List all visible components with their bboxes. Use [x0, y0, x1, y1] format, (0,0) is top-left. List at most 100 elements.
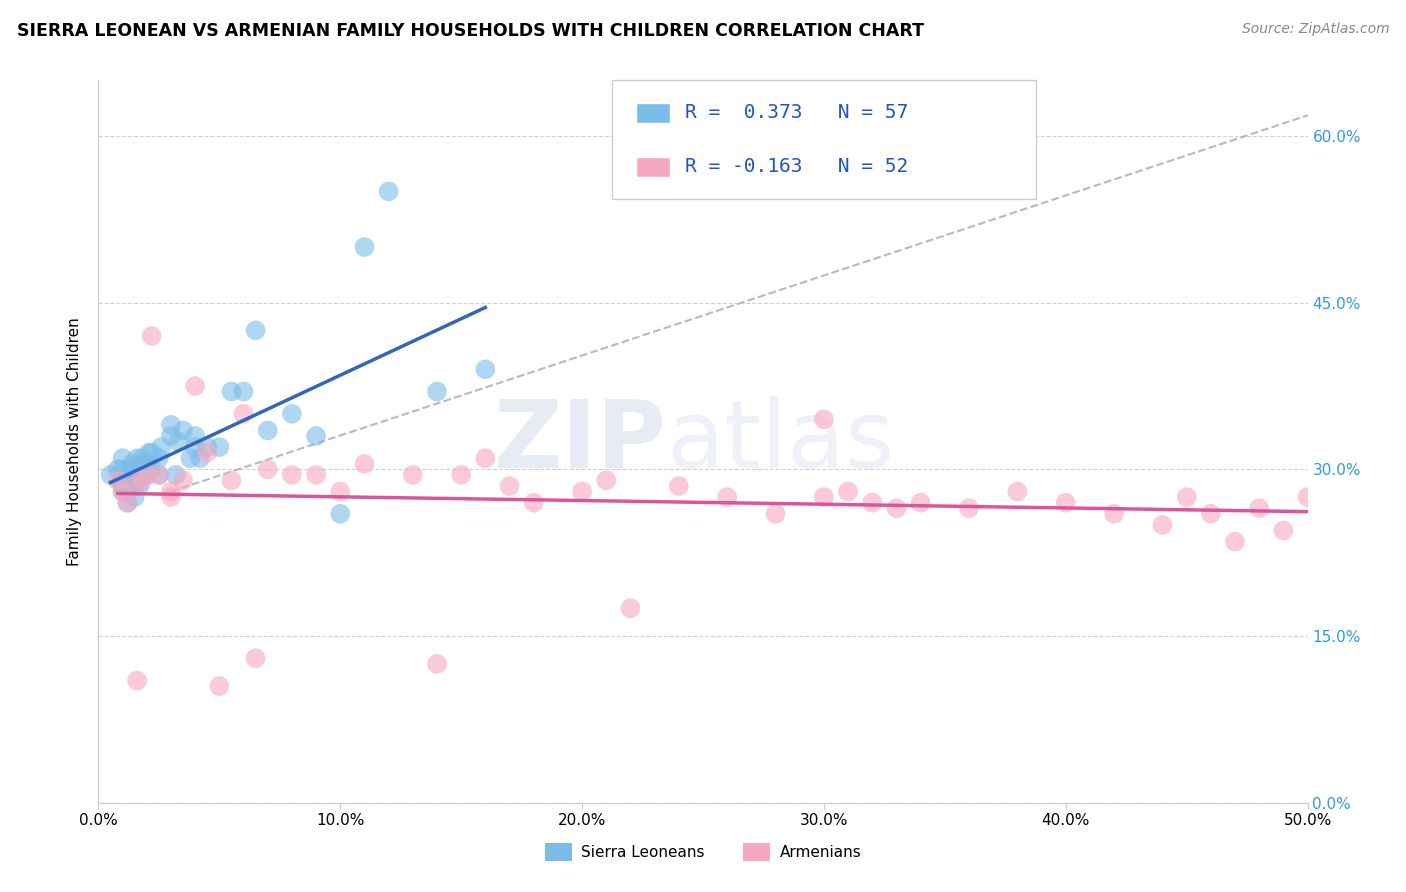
Point — [208, 679, 231, 693]
Point — [172, 474, 194, 488]
Point — [141, 462, 163, 476]
Point — [281, 467, 304, 482]
Point — [256, 424, 278, 438]
Point — [450, 467, 472, 482]
Point — [124, 490, 146, 504]
Point — [179, 451, 201, 466]
Point — [127, 673, 149, 688]
Point — [160, 429, 183, 443]
Point — [232, 384, 254, 399]
Point — [1199, 507, 1222, 521]
Point — [117, 496, 139, 510]
Point — [107, 462, 129, 476]
Point — [232, 407, 254, 421]
Point — [124, 479, 146, 493]
Point — [474, 451, 496, 466]
Point — [668, 479, 690, 493]
Text: ZIP: ZIP — [494, 395, 666, 488]
Point — [1102, 507, 1125, 521]
Point — [127, 451, 149, 466]
Point — [353, 457, 375, 471]
Point — [167, 434, 190, 449]
Point — [135, 467, 157, 482]
Point — [837, 484, 859, 499]
Point — [498, 479, 520, 493]
Point — [208, 440, 231, 454]
Point — [138, 445, 160, 459]
FancyBboxPatch shape — [637, 103, 671, 123]
Point — [184, 379, 207, 393]
Point — [117, 484, 139, 499]
Point — [148, 467, 170, 482]
Point — [108, 474, 131, 488]
Point — [221, 474, 243, 488]
Point — [131, 451, 153, 466]
Point — [128, 479, 150, 493]
Text: SIERRA LEONEAN VS ARMENIAN FAMILY HOUSEHOLDS WITH CHILDREN CORRELATION CHART: SIERRA LEONEAN VS ARMENIAN FAMILY HOUSEH… — [17, 22, 924, 40]
Point — [571, 484, 593, 499]
Point — [1175, 490, 1198, 504]
Text: atlas: atlas — [666, 395, 896, 488]
FancyBboxPatch shape — [637, 157, 671, 178]
Point — [716, 490, 738, 504]
Point — [426, 384, 449, 399]
Point — [160, 490, 183, 504]
Point — [134, 457, 156, 471]
Point — [118, 479, 141, 493]
Legend: Sierra Leoneans, Armenians: Sierra Leoneans, Armenians — [538, 837, 868, 867]
Text: R = -0.163   N = 52: R = -0.163 N = 52 — [685, 158, 908, 177]
Point — [886, 501, 908, 516]
Point — [523, 496, 546, 510]
Point — [111, 462, 134, 476]
Point — [329, 484, 352, 499]
Point — [1249, 501, 1271, 516]
Point — [402, 467, 425, 482]
Point — [474, 362, 496, 376]
Point — [245, 651, 267, 665]
Point — [595, 474, 617, 488]
Point — [135, 467, 157, 482]
Point — [111, 484, 134, 499]
Point — [111, 479, 134, 493]
Point — [957, 501, 980, 516]
Point — [1223, 534, 1246, 549]
Point — [134, 467, 156, 482]
Point — [124, 479, 146, 493]
Point — [117, 496, 139, 510]
FancyBboxPatch shape — [613, 80, 1035, 200]
Point — [135, 457, 157, 471]
Point — [1296, 490, 1319, 504]
Point — [118, 474, 141, 488]
Point — [910, 496, 932, 510]
Point — [141, 329, 163, 343]
Point — [813, 490, 835, 504]
Point — [111, 474, 134, 488]
Point — [305, 429, 328, 443]
Point — [160, 417, 183, 432]
Point — [141, 445, 163, 459]
Point — [184, 440, 207, 454]
Point — [305, 467, 328, 482]
Point — [111, 467, 134, 482]
Point — [221, 384, 243, 399]
Point — [121, 462, 143, 476]
Point — [1152, 517, 1174, 532]
Point — [148, 451, 170, 466]
Point — [1054, 496, 1077, 510]
Point — [329, 507, 352, 521]
Point — [131, 457, 153, 471]
Y-axis label: Family Households with Children: Family Households with Children — [67, 318, 83, 566]
Point — [377, 185, 399, 199]
Point — [860, 496, 883, 510]
Point — [1007, 484, 1029, 499]
Point — [256, 462, 278, 476]
Point — [160, 484, 183, 499]
Point — [124, 467, 146, 482]
Point — [111, 451, 134, 466]
Point — [111, 484, 134, 499]
Point — [1272, 524, 1295, 538]
Point — [188, 451, 211, 466]
Point — [245, 323, 267, 337]
Point — [150, 440, 173, 454]
Point — [426, 657, 449, 671]
